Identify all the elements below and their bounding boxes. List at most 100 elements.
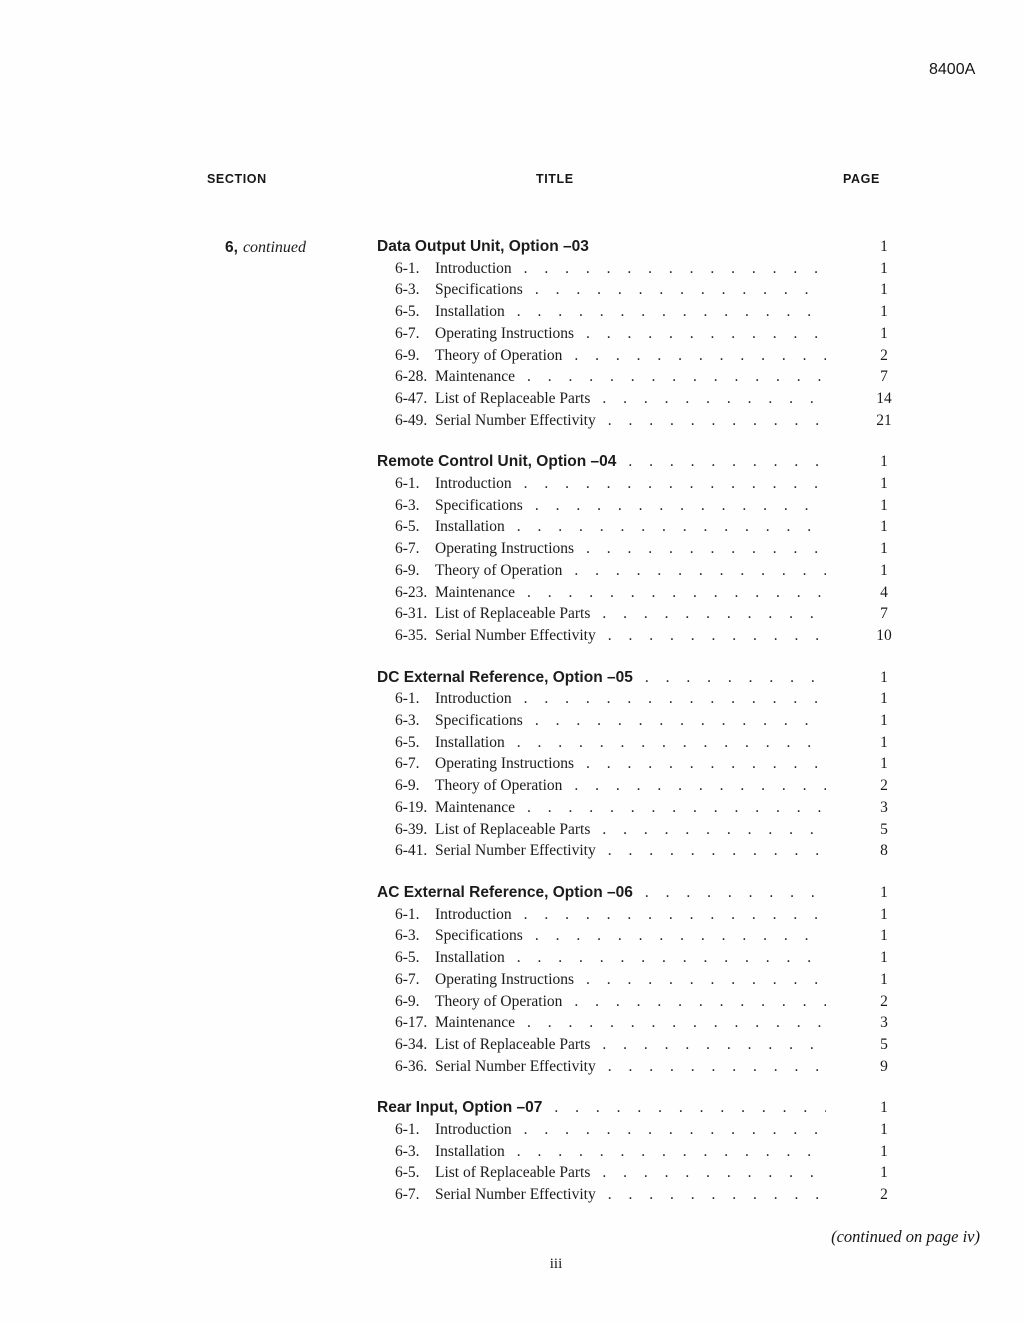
toc-block-title-row: Remote Control Unit, Option –04 1 [0,451,1024,473]
page-number: iii [549,1256,563,1272]
entry-number: 6-23. [395,583,428,601]
entry-number: 6-3. [395,712,420,730]
entry-number: 6-5. [395,303,420,321]
column-header-section: SECTION [207,172,267,186]
entry-title: Introduction [435,1121,512,1139]
toc-entry-row: 6-39. List of Replaceable Parts 5 [0,819,1024,841]
toc-entry-row: 6-9. Theory of Operation 2 [0,345,1024,367]
entry-page: 1 [880,1142,888,1160]
entry-page: 5 [880,1035,888,1053]
entry-number: 6-35. [395,626,428,644]
entry-page: 3 [880,1014,888,1032]
entry-page: 1 [880,561,888,579]
toc-block-title-row: Rear Input, Option –07 1 [0,1097,1024,1119]
entry-title: Introduction [435,905,512,923]
entry-page: 4 [880,583,888,601]
entry-number: 6-1. [395,690,420,708]
entry-title: List of Replaceable Parts [435,1035,591,1053]
entry-number: 6-7. [395,540,420,558]
doc-number: 8400A [929,61,976,78]
entry-number: 6-39. [395,820,428,838]
entry-title: Specifications [435,927,523,945]
entry-page: 1 [880,259,888,277]
entry-title: Introduction [435,690,512,708]
toc-entry-row: 6-9. Theory of Operation 2 [0,991,1024,1013]
entry-title: Specifications [435,281,523,299]
entry-number: 6-17. [395,1014,428,1032]
entry-page: 7 [880,605,888,623]
block-page: 1 [880,453,888,471]
block-title: DC External Reference, Option –05 [377,668,633,686]
dot-leader [628,451,826,473]
entry-number: 6-5. [395,733,420,751]
entry-title: Operating Instructions [435,970,575,988]
toc-entry-row: 6-7. Operating Instructions 1 [0,538,1024,560]
entry-page: 10 [876,626,892,644]
toc-entry-row: 6-1. Introduction 1 [0,688,1024,710]
entry-title: Specifications [435,496,523,514]
entry-page: 2 [880,346,888,364]
entry-number: 6-7. [395,755,420,773]
entry-page: 8 [880,842,888,860]
dot-leader [535,925,826,947]
dot-leader [524,473,826,495]
entry-page: 1 [880,927,888,945]
entry-title: Maintenance [435,1014,516,1032]
entry-title: Installation [435,733,505,751]
dot-leader [527,366,826,388]
entry-number: 6-3. [395,281,420,299]
dot-leader [524,258,826,280]
block-page: 1 [880,238,888,255]
toc-entry-row: 6-41. Serial Number Effectivity 8 [0,840,1024,862]
entry-title: Serial Number Effectivity [435,411,596,429]
dot-leader [517,1141,826,1163]
column-header-page: PAGE [843,172,880,186]
block-page: 1 [880,668,888,686]
dot-leader [574,991,826,1013]
entry-page: 9 [880,1057,888,1075]
entry-number: 6-47. [395,389,428,407]
continued-note: (continued on page iv) [831,1227,980,1246]
entry-title: Theory of Operation [435,992,563,1010]
dot-leader [535,495,826,517]
entry-page: 1 [880,733,888,751]
dot-leader [602,388,826,410]
entry-number: 6-5. [395,1164,420,1182]
entry-page: 1 [880,303,888,321]
entry-title: Serial Number Effectivity [435,842,596,860]
entry-title: Installation [435,303,505,321]
entry-title: Serial Number Effectivity [435,1057,596,1075]
entry-number: 6-3. [395,1142,420,1160]
block-title: AC External Reference, Option –06 [377,883,633,901]
entry-number: 6-34. [395,1035,428,1053]
block-title: Data Output Unit, Option –03 [377,238,589,255]
toc-block: DC External Reference, Option –05 1 6-1.… [0,667,1024,862]
entry-title: Introduction [435,475,512,493]
section-label: 6, continued [225,239,306,257]
entry-number: 6-7. [395,324,420,342]
toc-entry-row: 6-5. Installation 1 [0,516,1024,538]
entry-number: 6-9. [395,561,420,579]
toc-entry-row: 6-3. Specifications 1 [0,495,1024,517]
toc-block: Rear Input, Option –07 1 6-1. Introducti… [0,1097,1024,1206]
dot-leader [574,345,826,367]
dot-leader [527,582,826,604]
toc-entry-row: 6-19. Maintenance 3 [0,797,1024,819]
dot-leader [517,732,826,754]
toc-block: Remote Control Unit, Option –04 1 6-1. I… [0,451,1024,646]
dot-leader [608,410,826,432]
dot-leader [527,797,826,819]
entry-number: 6-7. [395,1186,420,1204]
toc-entry-row: 6-49. Serial Number Effectivity 21 [0,410,1024,432]
entry-title: Specifications [435,712,523,730]
toc-entry-row: 6-7. Serial Number Effectivity 2 [0,1184,1024,1206]
entry-number: 6-9. [395,992,420,1010]
entry-title: Theory of Operation [435,777,563,795]
toc-entry-row: 6-7. Operating Instructions 1 [0,753,1024,775]
entry-title: List of Replaceable Parts [435,389,591,407]
toc-block-title-row: DC External Reference, Option –05 1 [0,667,1024,689]
toc-entry-row: 6-3. Installation 1 [0,1141,1024,1163]
dot-leader [608,1184,826,1206]
toc-entry-row: 6-9. Theory of Operation 2 [0,775,1024,797]
